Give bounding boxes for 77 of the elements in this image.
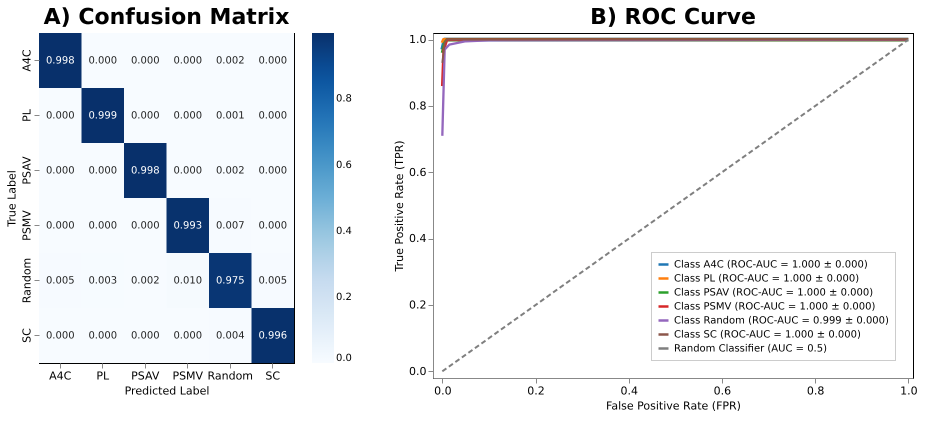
y-tick-label: 0.2: [409, 298, 426, 312]
x-tick-label: 0.2: [527, 384, 545, 398]
data-label: 0.000: [258, 166, 288, 176]
data-label: 0.000: [46, 330, 75, 342]
data-label: 0.001: [216, 110, 245, 122]
data-label: 0.000: [88, 56, 118, 66]
data-label: 0.975: [216, 276, 245, 286]
x-tick-label: Random: [207, 370, 254, 382]
data-label: 0.000: [258, 110, 288, 122]
y-tick-label: 0.6: [409, 166, 426, 179]
data-label: 0.005: [258, 276, 288, 286]
data-label: 0.000: [130, 220, 160, 232]
y-tick-label: PSMV: [20, 210, 34, 241]
data-label: 0.000: [46, 166, 75, 176]
data-label: 0.000: [46, 220, 75, 232]
x-tick-label: PSAV: [131, 370, 160, 382]
legend-label: Class PSMV (ROC-AUC = 1.000 ± 0.000): [674, 302, 876, 312]
data-label: 0.002: [216, 56, 245, 66]
color-bar-label: 0.0: [336, 353, 352, 364]
legend-label: Class Random (ROC-AUC = 0.999 ± 0.000): [674, 316, 890, 326]
data-label: 0.010: [173, 276, 202, 286]
x-tick-label: 0.8: [806, 384, 824, 398]
color-bar-label: 0.6: [336, 160, 352, 171]
data-label: 0.000: [130, 110, 160, 122]
data-label: 0.000: [88, 220, 118, 232]
data-label: 0.000: [130, 330, 160, 342]
data-label: 0.996: [258, 330, 288, 342]
data-label: 0.004: [216, 330, 245, 342]
data-label: 0.999: [88, 110, 118, 122]
x-tick-label: PL: [96, 370, 110, 382]
y-tick-label: Random: [20, 258, 34, 304]
data-label: 0.993: [173, 220, 202, 232]
data-label: 0.000: [46, 110, 75, 122]
data-label: 0.000: [130, 56, 160, 66]
x-tick-label: 0.4: [620, 384, 638, 398]
y-tick-label: 0.8: [409, 99, 426, 112]
data-label: 0.998: [130, 166, 160, 176]
data-label: 0.000: [258, 220, 288, 232]
data-label: 0.005: [46, 276, 75, 286]
color-bar-label: 0.2: [336, 292, 352, 303]
legend-label: Class PL (ROC-AUC = 1.000 ± 0.000): [674, 274, 860, 284]
data-label: 0.000: [173, 330, 202, 342]
x-tick-label: PSMV: [172, 370, 204, 382]
data-label: 0.998: [46, 56, 75, 66]
data-label: 0.000: [173, 56, 202, 66]
y-tick-label: SC: [20, 328, 34, 343]
y-tick-label: 0.4: [409, 232, 426, 246]
x-tick-label: 0.0: [434, 384, 452, 398]
data-label: 0.000: [88, 330, 118, 342]
y-tick-label: PSAV: [20, 156, 34, 185]
color-bar-label: 0.8: [336, 94, 352, 105]
data-label: 0.000: [173, 110, 202, 122]
data-label: 0.007: [216, 220, 245, 232]
x-axis-title: False Positive Rate (FPR): [606, 400, 741, 412]
color-bar-label: 0.4: [336, 226, 352, 237]
data-label: 0.002: [216, 166, 245, 176]
y-tick-label: PL: [20, 108, 34, 122]
legend-label: Class A4C (ROC-AUC = 1.000 ± 0.000): [674, 260, 868, 270]
legend-label: Class SC (ROC-AUC = 1.000 ± 0.000): [674, 330, 861, 340]
legend-label: Class PSAV (ROC-AUC = 1.000 ± 0.000): [674, 288, 874, 298]
x-axis-title: Predicted Label: [124, 384, 210, 398]
x-tick-label: A4C: [49, 370, 72, 382]
data-label: 0.002: [130, 276, 160, 286]
data-label: 0.000: [258, 56, 288, 66]
data-label: 0.000: [173, 166, 202, 176]
data-label: 0.003: [88, 276, 118, 286]
data-label: 0.000: [88, 166, 118, 176]
x-tick-label: 1.0: [900, 384, 918, 398]
y-tick-label: A4C: [20, 49, 34, 72]
y-tick-label: 1.0: [409, 33, 426, 46]
x-tick-label: SC: [265, 370, 280, 382]
y-axis-title: True Label: [6, 170, 18, 228]
legend-label: Random Classifier (AUC = 0.5): [674, 344, 828, 354]
y-axis-title: True Positive Rate (TPR): [393, 140, 406, 273]
chart-title: B) ROC Curve: [590, 5, 756, 30]
chart-title: A) Confusion Matrix: [44, 5, 290, 30]
x-tick-label: 0.6: [714, 384, 732, 398]
